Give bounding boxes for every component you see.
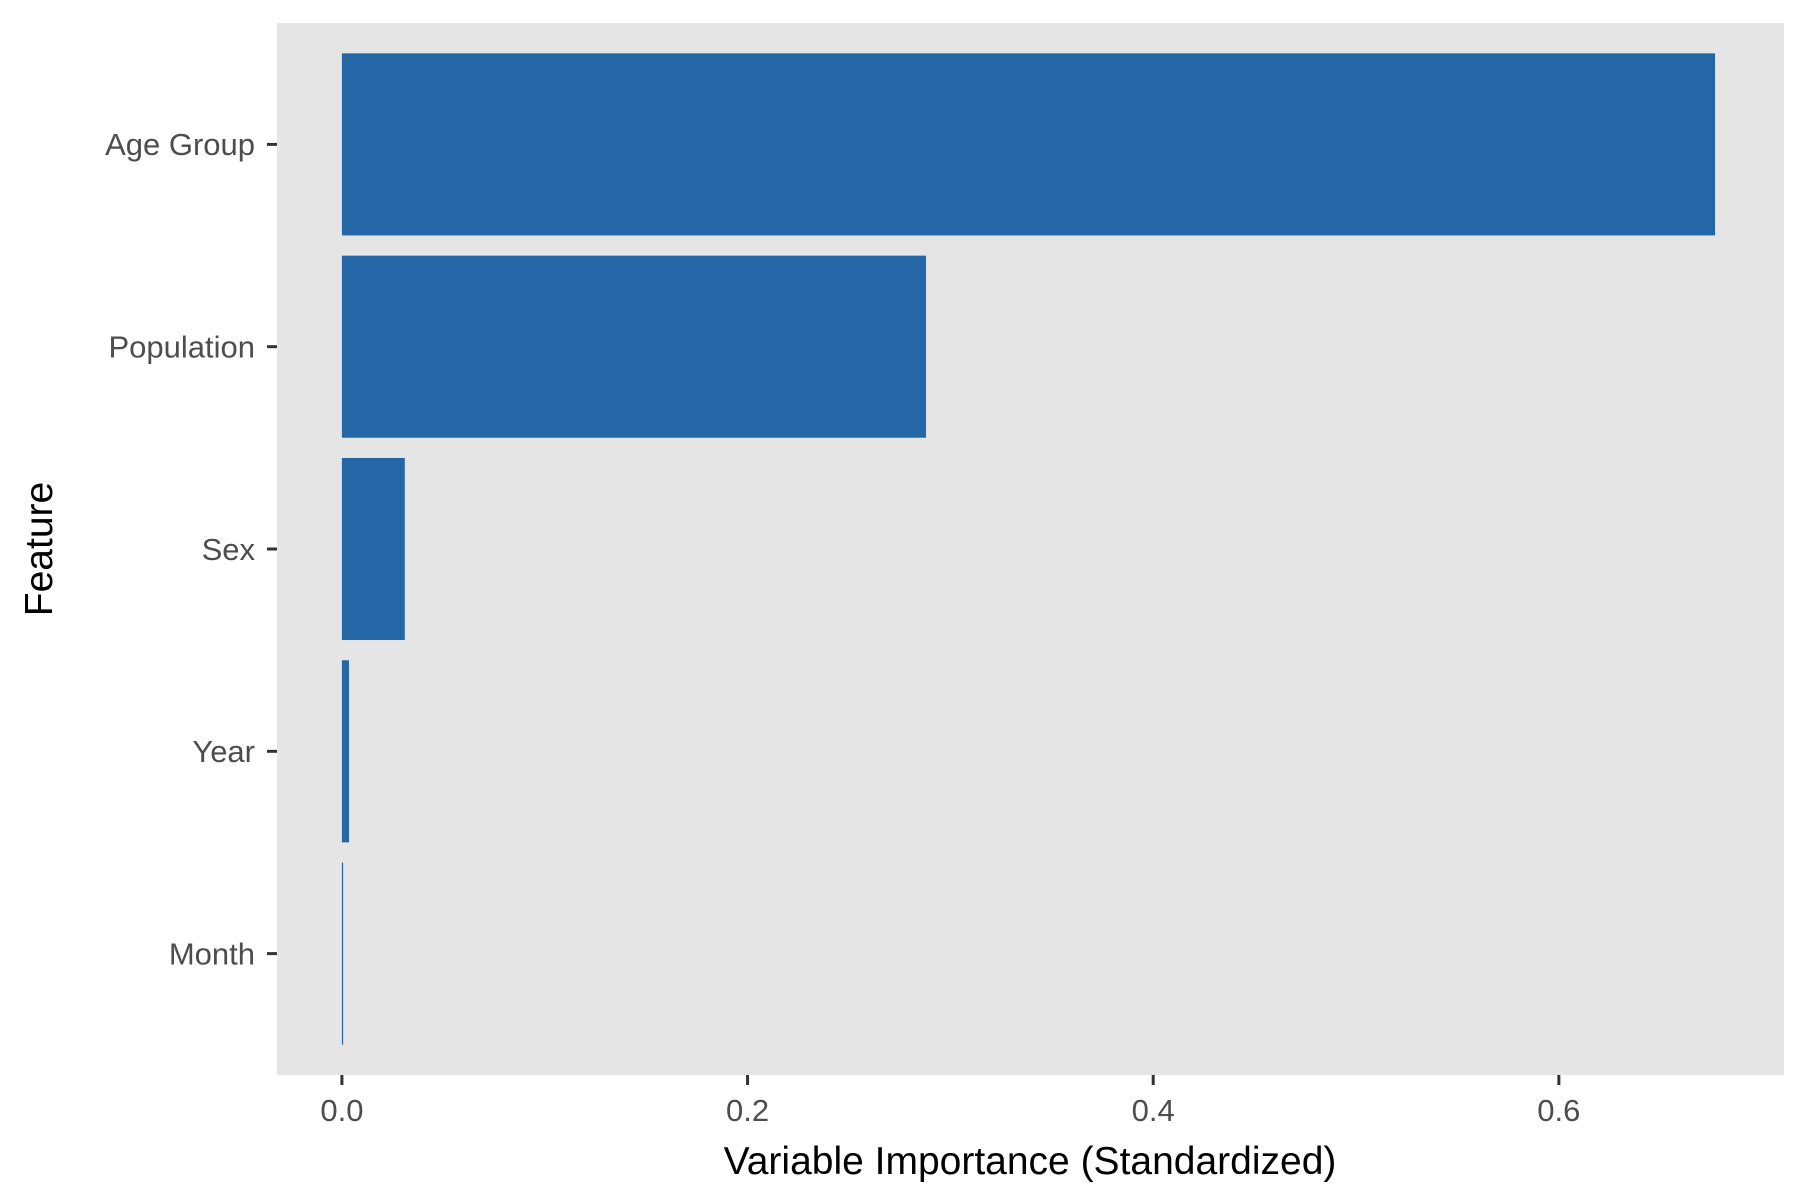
bar-sex [341, 457, 405, 641]
y-tick-label-year: Year [192, 734, 255, 769]
x-tick-label-0: 0.0 [320, 1093, 363, 1128]
bar-year [341, 660, 350, 843]
x-tick-label-2: 0.4 [1132, 1093, 1175, 1128]
y-tick-label-age-group: Age Group [105, 127, 255, 162]
y-tick-label-month: Month [169, 936, 255, 971]
bar-population [341, 255, 927, 438]
y-tick-label-population: Population [108, 330, 255, 365]
bar-month [341, 862, 344, 1045]
bar-age-group [341, 53, 1716, 236]
x-axis-title: Variable Importance (Standardized) [724, 1140, 1337, 1183]
y-axis-title: Feature [18, 482, 61, 616]
y-tick-label-sex: Sex [202, 532, 256, 567]
y-axis: Age Group Population Sex Year Month [105, 127, 277, 971]
x-tick-label-1: 0.2 [726, 1093, 769, 1128]
bars-group [341, 53, 1716, 1045]
x-tick-label-3: 0.6 [1537, 1093, 1580, 1128]
x-axis: 0.0 0.2 0.4 0.6 [320, 1075, 1580, 1128]
